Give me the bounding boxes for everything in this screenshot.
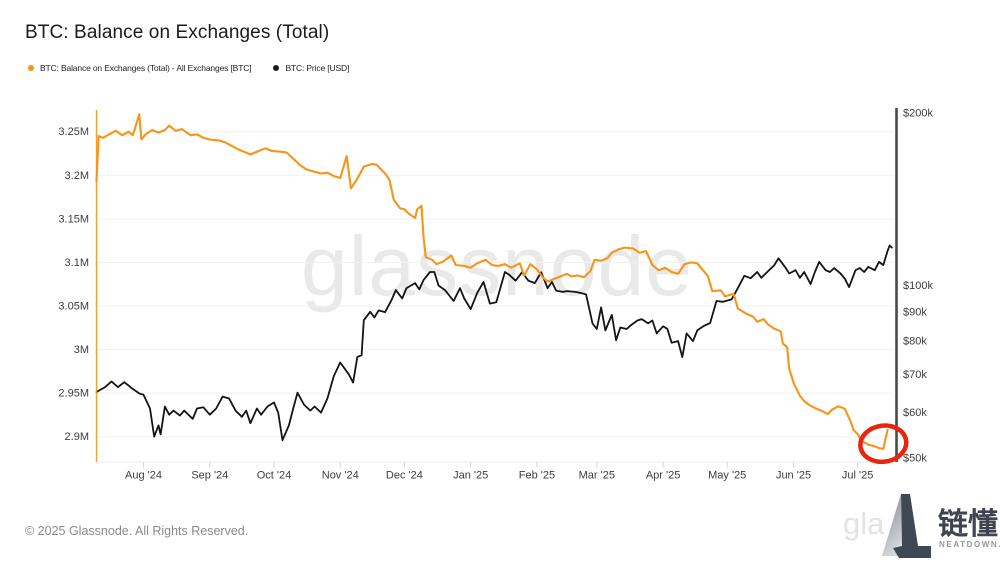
legend-item-balance[interactable]: BTC: Balance on Exchanges (Total) - All … [28, 63, 252, 73]
balance-tick-label: 3.25M [58, 126, 89, 138]
x-tick-label: Feb '25 [519, 470, 555, 482]
balance-tick-label: 3.2M [65, 170, 89, 182]
balance-series-line [95, 113, 889, 450]
legend-item-price[interactable]: BTC: Price [USD] [273, 63, 349, 73]
balance-tick-label: 3.15M [58, 213, 89, 225]
x-tick-label: Nov '24 [322, 470, 359, 482]
x-tick-label: Sep '24 [191, 470, 228, 482]
balance-tick-label: 3M [74, 344, 89, 356]
price-tick-label: $50k [903, 452, 927, 464]
neatdown-logo-mark [882, 494, 931, 558]
price-tick-label: $90k [903, 306, 927, 318]
legend-label-price: BTC: Price [USD] [285, 63, 350, 73]
balance-tick-label: 2.9M [65, 431, 89, 443]
neatdown-logo: 链懂 NEATDOWN.COM [882, 494, 1000, 558]
chart-legend: BTC: Balance on Exchanges (Total) - All … [28, 63, 349, 73]
page-title: BTC: Balance on Exchanges (Total) [25, 22, 330, 43]
x-tick-label: Dec '24 [386, 470, 423, 482]
price-tick-label: $200k [903, 108, 933, 120]
legend-label-balance: BTC: Balance on Exchanges (Total) - All … [40, 63, 252, 73]
x-tick-label: Jan '25 [453, 470, 488, 482]
price-tick-label: $60k [903, 407, 927, 419]
x-tick-label: Apr '25 [646, 470, 681, 482]
neatdown-logo-cn-text: 链懂 [938, 507, 998, 542]
x-tick-label: Jul '25 [842, 470, 873, 482]
price-tick-label: $80k [903, 336, 927, 348]
price-tick-label: $70k [903, 369, 927, 381]
left-axis-labels: 3.25M 3.2M 3.15M 3.1M 3.05M 3M 2.95M 2.9M [58, 126, 89, 443]
highlight-circle-annotation [858, 423, 909, 465]
balance-tick-label: 2.95M [58, 388, 89, 400]
x-tick-label: Aug '24 [125, 470, 162, 482]
balance-tick-label: 3.05M [58, 301, 89, 313]
balance-series-dot-icon [28, 65, 34, 71]
corner-watermark: gla [843, 506, 885, 541]
x-tick-label: Jun '25 [776, 470, 811, 482]
price-tick-label: $100k [903, 280, 933, 292]
balance-tick-label: 3.1M [65, 257, 89, 269]
copyright-text: © 2025 Glassnode. All Rights Reserved. [25, 524, 249, 538]
x-axis: Aug '24 Sep '24 Oct '24 Nov '24 Dec '24 Jan '… [125, 462, 873, 482]
x-tick-label: Oct '24 [257, 470, 292, 482]
price-series-line [95, 244, 893, 442]
x-tick-label: Mar '25 [579, 470, 615, 482]
neatdown-logo-site-text: NEATDOWN.COM [939, 540, 1000, 549]
price-series-dot-icon [273, 65, 280, 71]
right-axis-labels: $200k $100k $90k $80k $70k $60k $50k [903, 108, 933, 465]
x-tick-label: May '25 [708, 470, 746, 482]
gridlines [96, 131, 894, 463]
